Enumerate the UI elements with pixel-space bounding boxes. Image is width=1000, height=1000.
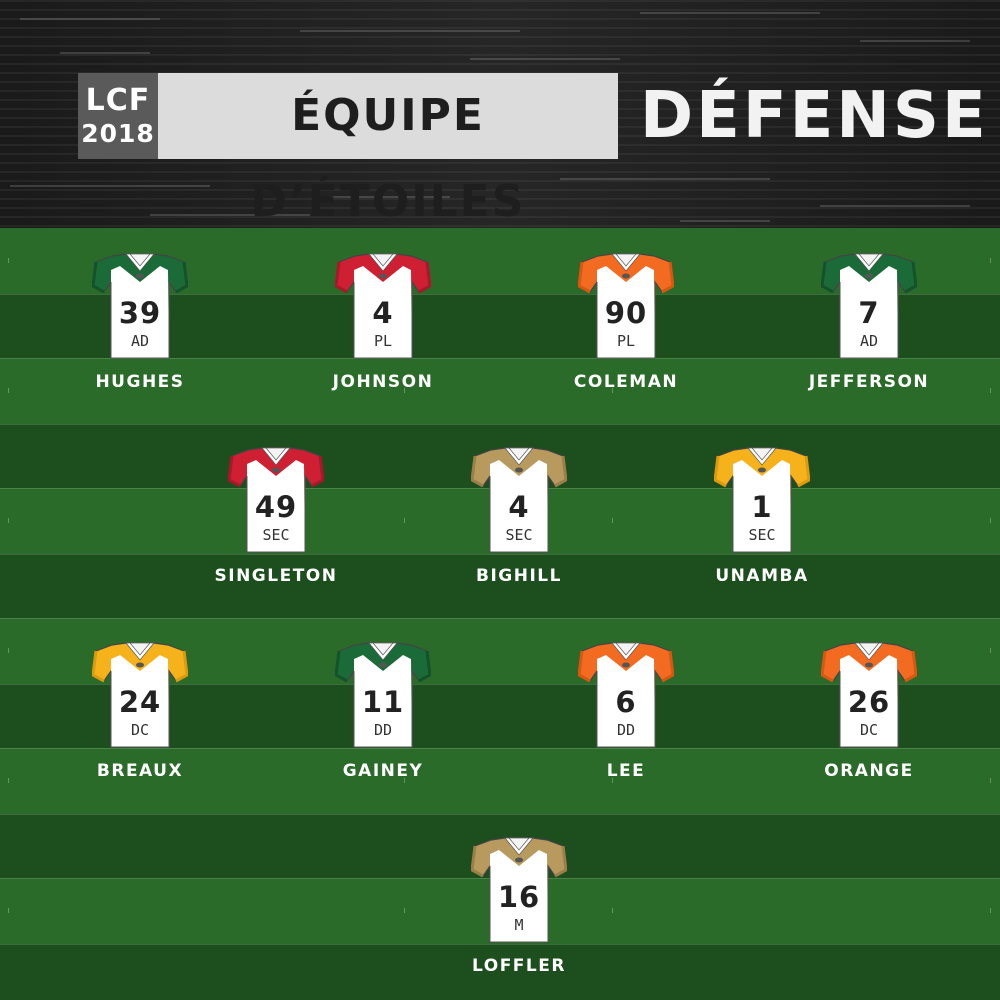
player-name: COLEMAN [573, 372, 679, 392]
jersey-icon [714, 447, 810, 553]
year-label: 2018 [81, 119, 155, 148]
player-position: PL [373, 332, 393, 350]
jersey-icon [578, 253, 674, 359]
header-banner: LCF 2018 ÉQUIPE D’ÉTOILES DÉFENSE [0, 0, 1000, 228]
player-name: UNAMBA [715, 566, 809, 586]
jersey-icon [821, 642, 917, 748]
player-name: LEE [606, 761, 646, 781]
jersey-icon [471, 447, 567, 553]
jersey-number: 39 [118, 296, 162, 330]
player-name: LOFFLER [472, 956, 566, 976]
jersey-number: 90 [604, 296, 648, 330]
player-position: AD [859, 332, 879, 350]
page-title: ÉQUIPE D’ÉTOILES [158, 73, 618, 227]
player-name: SINGLETON [214, 566, 338, 586]
player-position: M [514, 916, 524, 934]
player-name: BIGHILL [476, 566, 562, 586]
player-position: DC [130, 721, 150, 739]
player-name: ORANGE [824, 761, 914, 781]
league-label: LCF [85, 83, 151, 118]
jersey-icon [578, 642, 674, 748]
player-position: SEC [748, 526, 776, 544]
player-name: GAINEY [342, 761, 424, 781]
jersey-icon [335, 642, 431, 748]
player-name: BREAUX [96, 761, 184, 781]
player-position: SEC [262, 526, 290, 544]
jersey-number: 6 [615, 685, 637, 719]
jersey-number: 11 [361, 685, 405, 719]
jersey-number: 16 [497, 880, 541, 914]
jersey-icon [335, 253, 431, 359]
player-position: SEC [505, 526, 533, 544]
player-position: PL [616, 332, 636, 350]
jersey-number: 4 [508, 490, 530, 524]
jersey-number: 4 [372, 296, 394, 330]
jersey-number: 24 [118, 685, 162, 719]
jersey-number: 49 [254, 490, 298, 524]
player-position: DD [373, 721, 393, 739]
jersey-number: 26 [847, 685, 891, 719]
jersey-number: 1 [751, 490, 773, 524]
player-position: DD [616, 721, 636, 739]
jersey-icon [228, 447, 324, 553]
jersey-icon [821, 253, 917, 359]
player-name: JOHNSON [332, 372, 434, 392]
player-name: HUGHES [95, 372, 185, 392]
jersey-icon [92, 253, 188, 359]
player-name: JEFFERSON [808, 372, 930, 392]
player-position: DC [859, 721, 879, 739]
player-position: AD [130, 332, 150, 350]
jersey-icon [92, 642, 188, 748]
section-title: DÉFENSE [640, 79, 989, 153]
league-year-badge: LCF 2018 [78, 73, 158, 159]
jersey-icon [471, 837, 567, 943]
jersey-number: 7 [858, 296, 880, 330]
